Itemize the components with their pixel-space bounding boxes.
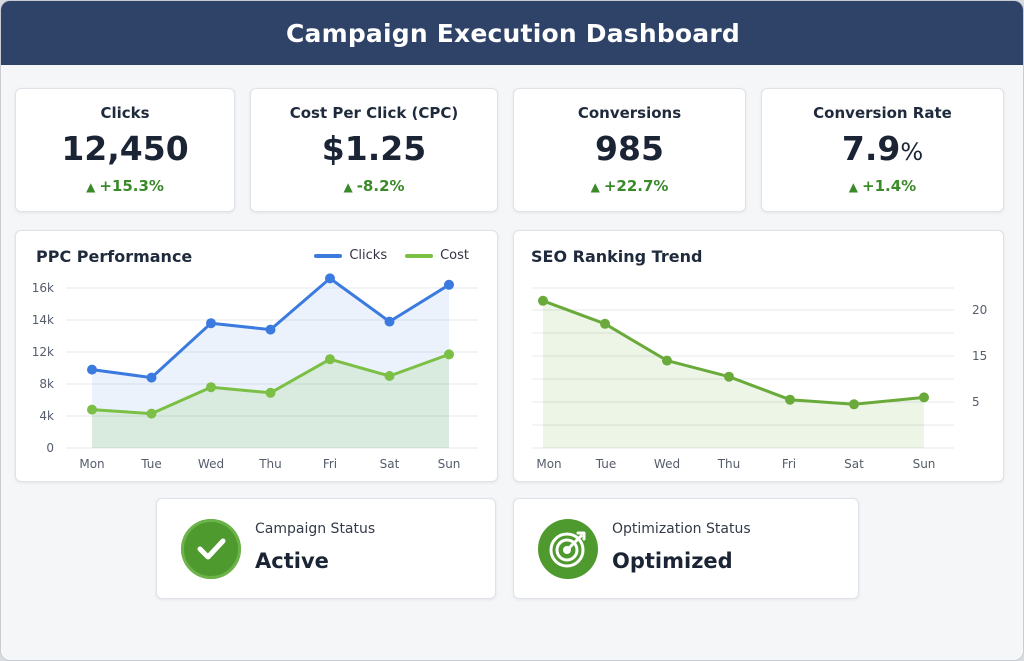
triangle-up-icon: ▲ [590, 180, 600, 194]
page-title: Campaign Execution Dashboard [285, 18, 741, 48]
kpi-card-cpc: Cost Per Click (CPC) $1.25 ▲ -8.2% [250, 88, 498, 212]
data-point-cost [146, 408, 157, 419]
status-value: Active [255, 549, 329, 573]
seo-ranking-panel: SEO Ranking Trend 20 15 5 Mon Tue Wed Thu Fri Sa… [513, 230, 1004, 482]
kpi-value: 7.9% [841, 129, 924, 168]
data-point-cost [444, 349, 454, 360]
data-point-ranking [724, 371, 734, 382]
chart-legend: Clicks Cost [314, 248, 469, 263]
y-tick-label: 5 [972, 395, 980, 409]
x-tick-label: Sun [438, 457, 461, 471]
optimization-status-card: Optimization Status Optimized [513, 498, 859, 599]
data-point-clicks [444, 279, 454, 290]
status-label: Optimization Status [612, 521, 751, 537]
data-point-cost [325, 354, 335, 365]
data-point-ranking [662, 355, 672, 366]
kpi-label: Clicks [100, 104, 150, 122]
chart-title: PPC Performance [36, 247, 193, 266]
kpi-label: Conversion Rate [813, 104, 952, 122]
data-point-clicks [87, 364, 97, 375]
campaign-status-card: Campaign Status Active [156, 498, 496, 599]
data-point-clicks [146, 372, 157, 383]
ppc-chart: 0 4k 8k 12k 14k 16k Mon Tue Wed Thu Fri Sat Sun [32, 273, 478, 471]
kpi-card-conversions: Conversions 985 ▲ +22.7% [513, 88, 746, 212]
chart-title: SEO Ranking Trend [531, 247, 703, 266]
x-tick-label: Fri [323, 457, 337, 471]
y-tick-label: 8k [39, 377, 54, 391]
triangle-up-icon: ▲ [343, 180, 353, 194]
data-point-cost [384, 371, 395, 381]
x-tick-label: Thu [258, 457, 282, 471]
kpi-label: Cost Per Click (CPC) [289, 104, 459, 122]
data-point-cost [265, 387, 276, 398]
y-tick-label: 12k [32, 345, 54, 359]
data-point-clicks [206, 318, 216, 329]
data-point-cost [87, 404, 97, 415]
y-tick-label: 20 [972, 303, 987, 317]
x-tick-label: Fri [782, 457, 796, 471]
ppc-performance-panel: PPC Performance Clicks Cost 0 4k 8k 12k 14k 1… [15, 230, 498, 482]
y-tick-label: 4k [39, 409, 54, 423]
kpi-delta: ▲ +15.3% [86, 177, 164, 195]
status-label: Campaign Status [255, 521, 376, 537]
data-point-ranking [600, 318, 610, 329]
data-point-clicks [265, 324, 276, 335]
x-tick-label: Tue [595, 457, 617, 471]
kpi-value: 12,450 [61, 129, 189, 168]
y-tick-label: 16k [32, 281, 54, 295]
kpi-value: 985 [595, 129, 664, 168]
data-point-clicks [384, 316, 395, 327]
header-bar: Campaign Execution Dashboard [1, 1, 1023, 65]
y-tick-label: 14k [32, 313, 54, 327]
seo-chart: 20 15 5 Mon Tue Wed Thu Fri Sat Sun [532, 287, 987, 471]
data-point-ranking [538, 295, 548, 306]
x-tick-label: Sun [913, 457, 936, 471]
x-tick-label: Sat [844, 457, 864, 471]
data-point-ranking [919, 392, 929, 403]
x-tick-label: Wed [198, 457, 224, 471]
kpi-delta: ▲ -8.2% [343, 177, 405, 195]
data-point-clicks [325, 273, 335, 284]
triangle-up-icon: ▲ [848, 180, 859, 194]
x-tick-label: Tue [140, 457, 162, 471]
x-tick-label: Sat [380, 457, 400, 471]
x-tick-label: Mon [79, 457, 104, 471]
y-tick-label: 15 [972, 349, 987, 363]
legend-item-cost: Cost [405, 248, 469, 263]
kpi-card-conversion-rate: Conversion Rate 7.9% ▲ +1.4% [761, 88, 1004, 212]
kpi-value: $1.25 [321, 129, 427, 168]
legend-label: Cost [440, 248, 469, 263]
data-point-ranking [849, 399, 859, 410]
x-tick-label: Wed [654, 457, 680, 471]
kpi-delta: ▲ +22.7% [590, 177, 669, 195]
series-area-cost [92, 354, 449, 448]
kpi-label: Conversions [577, 104, 682, 122]
legend-swatch [314, 253, 343, 258]
checkmark-icon [181, 519, 241, 579]
data-point-cost [206, 382, 216, 393]
legend-label: Clicks [349, 248, 388, 263]
triangle-up-icon: ▲ [86, 180, 96, 194]
status-value: Optimized [612, 549, 733, 573]
data-point-ranking [785, 394, 795, 405]
series-area-ranking [543, 300, 924, 448]
legend-item-clicks: Clicks [314, 248, 387, 263]
x-tick-label: Thu [717, 457, 741, 471]
kpi-delta: ▲ +1.4% [848, 177, 917, 195]
y-tick-label: 0 [46, 441, 54, 455]
legend-swatch [405, 253, 434, 258]
series-area-clicks [92, 278, 449, 448]
target-icon [538, 519, 598, 579]
kpi-card-clicks: Clicks 12,450 ▲ +15.3% [15, 88, 235, 212]
x-tick-label: Mon [536, 457, 561, 471]
